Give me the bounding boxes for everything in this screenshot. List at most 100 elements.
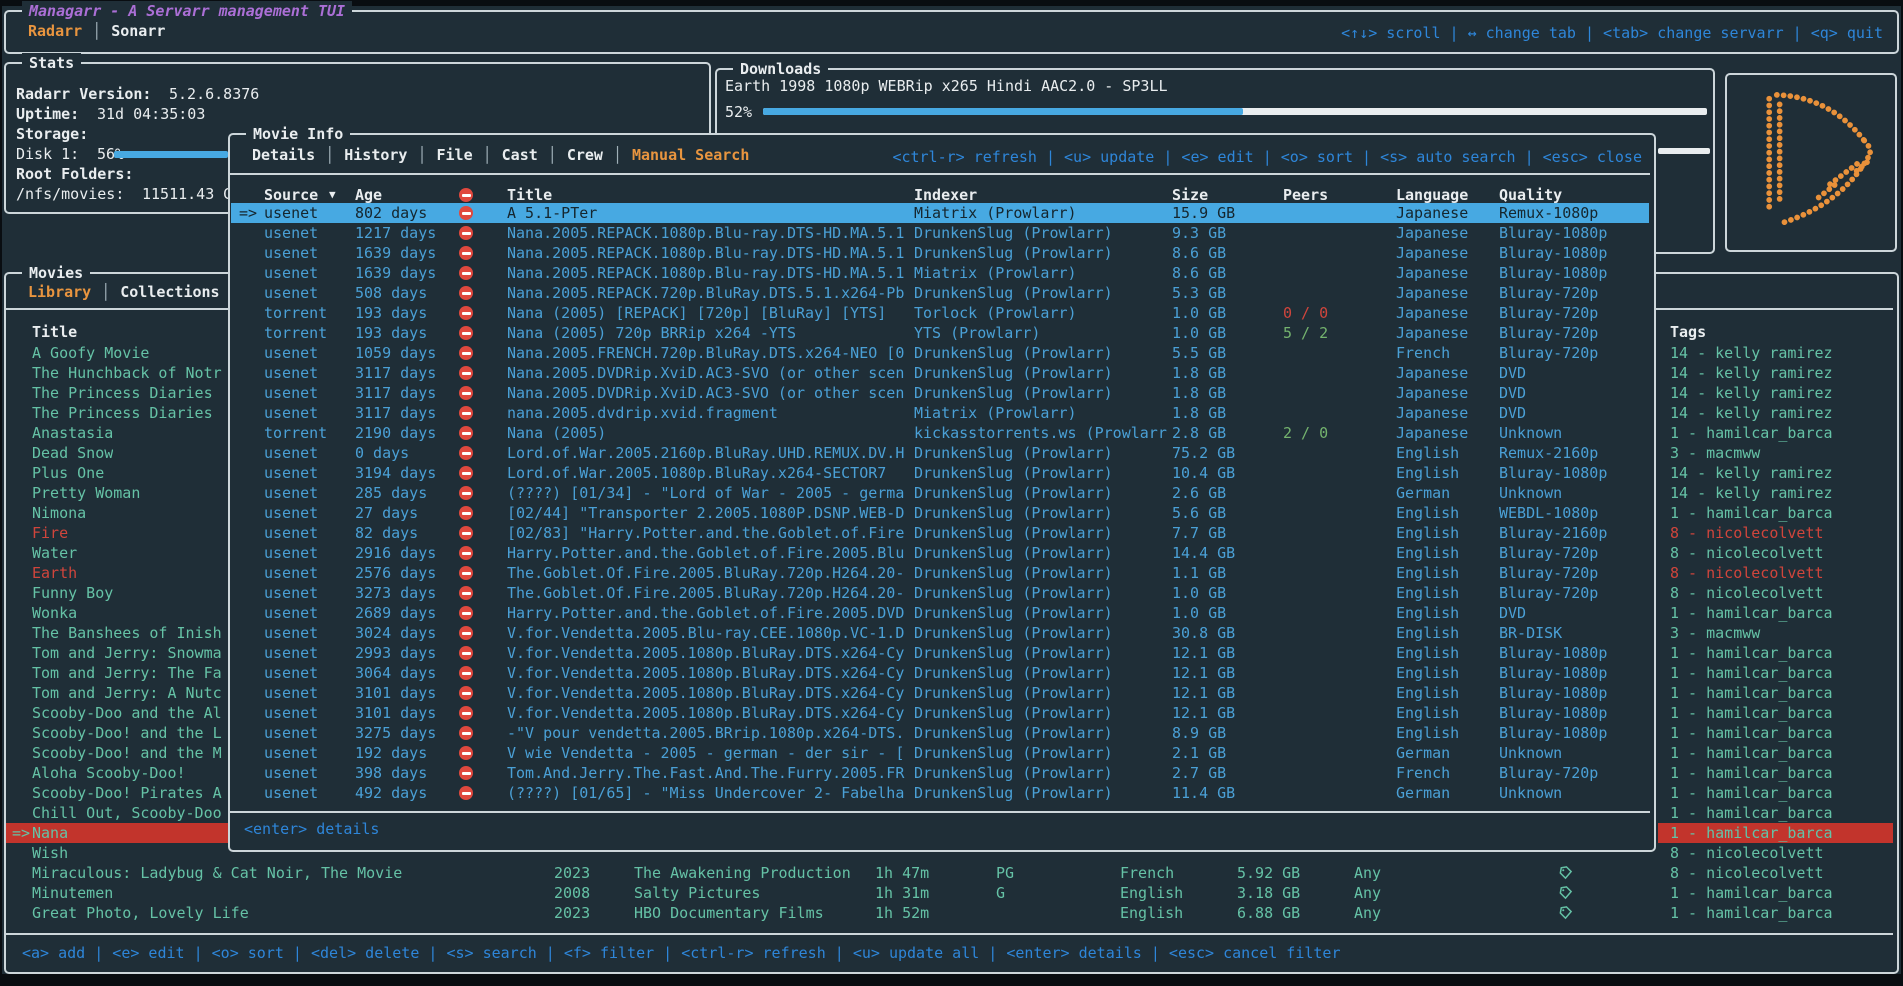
- search-result-row[interactable]: usenet 3024 days V.for.Vendetta.2005.Blu-r…: [231, 623, 1649, 643]
- search-result-row[interactable]: usenet 1217 days Nana.2005.REPACK.1080p.Bl…: [231, 223, 1649, 243]
- search-result-row[interactable]: usenet 3117 days nana.2005.dvdrip.xvid.fra…: [231, 403, 1649, 423]
- movie-title: Dead Snow: [32, 444, 114, 462]
- movie-row[interactable]: Pretty Woman 14 - kelly ramirez: [6, 483, 1893, 503]
- result-title: Nana (2005) 720p BRRip x264 -YTS: [507, 324, 796, 342]
- column-header-peers[interactable]: Peers: [1283, 186, 1329, 204]
- movie-row[interactable]: Great Photo, Lovely Life 2023 HBO Document…: [6, 903, 1893, 923]
- movie-row[interactable]: Water 8 - nicolecolvett: [6, 543, 1893, 563]
- movie-row[interactable]: Scooby-Doo and the Al 1 - hamilcar_barca: [6, 703, 1893, 723]
- search-result-row[interactable]: usenet 492 days (????) [01/65] - "Miss Und…: [231, 783, 1649, 803]
- column-header-size[interactable]: Size: [1172, 186, 1209, 204]
- search-result-row[interactable]: usenet 398 days Tom.And.Jerry.The.Fast.And…: [231, 763, 1649, 783]
- movie-row[interactable]: A Goofy Movie 14 - kelly ramirez: [6, 343, 1893, 363]
- movie-title: The Hunchback of Notr: [32, 364, 222, 382]
- search-result-row[interactable]: usenet 2916 days Harry.Potter.and.the.Gobl…: [231, 543, 1649, 563]
- search-result-row[interactable]: torrent 193 days Nana (2005) [REPACK] [720…: [231, 303, 1649, 323]
- movie-row[interactable]: Earth 8 - nicolecolvett: [6, 563, 1893, 583]
- tab-modal-cast[interactable]: Cast: [501, 146, 538, 164]
- movie-row[interactable]: Dead Snow 3 - macmww: [6, 443, 1893, 463]
- search-result-row[interactable]: usenet 0 days Lord.of.War.2005.2160p.BluRa…: [231, 443, 1649, 463]
- movie-row[interactable]: Tom and Jerry: A Nutc 1 - hamilcar_barca: [6, 683, 1893, 703]
- movie-tag: 1 - hamilcar_barca: [1670, 664, 1833, 682]
- search-result-row[interactable]: => usenet 802 days A 5.1-PTer Miatrix (Prowl…: [231, 203, 1649, 223]
- search-result-row[interactable]: usenet 2689 days Harry.Potter.and.the.Gobl…: [231, 603, 1649, 623]
- movie-row[interactable]: The Banshees of Inish 3 - macmww: [6, 623, 1893, 643]
- search-result-row[interactable]: usenet 285 days (????) [01/34] - "Lord of …: [231, 483, 1649, 503]
- movie-row[interactable]: Tom and Jerry: The Fa 1 - hamilcar_barca: [6, 663, 1893, 683]
- movie-row[interactable]: Tom and Jerry: Snowma 1 - hamilcar_barca: [6, 643, 1893, 663]
- movie-row[interactable]: Miraculous: Ladybug & Cat Noir, The Movi…: [6, 863, 1893, 883]
- rejection-icon: [459, 446, 473, 460]
- movie-row[interactable]: The Princess Diaries 14 - kelly ramirez: [6, 383, 1893, 403]
- movie-row[interactable]: Wish 8 - nicolecolvett: [6, 843, 1893, 863]
- result-indexer: DrunkenSlug (Prowlarr): [914, 704, 1113, 722]
- search-result-row[interactable]: usenet 1639 days Nana.2005.REPACK.1080p.Bl…: [231, 263, 1649, 283]
- movie-row[interactable]: Chill Out, Scooby-Doo 1 - hamilcar_barca: [6, 803, 1893, 823]
- movie-row[interactable]: => Nana 1 - hamilcar_barca: [6, 823, 1893, 843]
- search-result-row[interactable]: usenet 3101 days V.for.Vendetta.2005.1080p…: [231, 683, 1649, 703]
- search-result-row[interactable]: usenet 3064 days V.for.Vendetta.2005.1080p…: [231, 663, 1649, 683]
- tab-modal-manual-search[interactable]: Manual Search: [631, 146, 750, 164]
- tab-modal-details[interactable]: Details: [252, 146, 316, 164]
- movie-row[interactable]: Nimona 1 - hamilcar_barca: [6, 503, 1893, 523]
- movie-row[interactable]: Fire 8 - nicolecolvett: [6, 523, 1893, 543]
- rejection-icon: [459, 746, 473, 760]
- search-result-row[interactable]: torrent 2190 days Nana (2005) kickasstorren…: [231, 423, 1649, 443]
- column-header-language[interactable]: Language: [1396, 186, 1469, 204]
- search-result-row[interactable]: usenet 3273 days The.Goblet.Of.Fire.2005.B…: [231, 583, 1649, 603]
- movie-row[interactable]: Funny Boy 8 - nicolecolvett: [6, 583, 1893, 603]
- column-header-quality[interactable]: Quality: [1499, 186, 1563, 204]
- result-indexer: kickasstorrents.ws (Prowlarr: [914, 424, 1167, 442]
- search-result-row[interactable]: usenet 3101 days V.for.Vendetta.2005.1080p…: [231, 703, 1649, 723]
- movie-row[interactable]: Plus One 14 - kelly ramirez: [6, 463, 1893, 483]
- stats-value: 56%: [97, 145, 125, 163]
- movie-row[interactable]: Minutemen 2008 Salty Pictures 1h 31m G Englis…: [6, 883, 1893, 903]
- movie-row[interactable]: Aloha Scooby-Doo! 1 - hamilcar_barca: [6, 763, 1893, 783]
- tab-modal-file[interactable]: File: [436, 146, 473, 164]
- result-title: Lord.of.War.2005.2160p.BluRay.UHD.REMUX.…: [507, 444, 905, 462]
- movie-info-modal: Movie Info Details │ History │ File │ Cast │ Cre…: [228, 124, 1656, 852]
- movie-row[interactable]: The Hunchback of Notr 14 - kelly ramirez: [6, 363, 1893, 383]
- rejection-icon: [459, 706, 473, 720]
- tab-movies-collections[interactable]: Collections: [120, 283, 220, 301]
- search-result-row[interactable]: usenet 3117 days Nana.2005.DVDRip.XviD.AC3…: [231, 383, 1649, 403]
- result-source: usenet: [264, 624, 319, 642]
- tab-servarr-radarr[interactable]: Radarr: [28, 22, 83, 40]
- movie-row[interactable]: Wonka 1 - hamilcar_barca: [6, 603, 1893, 623]
- rejection-icon: [459, 666, 473, 680]
- column-header-age[interactable]: Age: [355, 186, 383, 204]
- search-result-row[interactable]: usenet 1639 days Nana.2005.REPACK.1080p.Bl…: [231, 243, 1649, 263]
- tab-modal-history[interactable]: History: [344, 146, 408, 164]
- movie-tag: 8 - nicolecolvett: [1670, 584, 1824, 602]
- tab-modal-crew[interactable]: Crew: [566, 146, 603, 164]
- search-result-row[interactable]: usenet 3117 days Nana.2005.DVDRip.XviD.AC3…: [231, 363, 1649, 383]
- movie-title: Pretty Woman: [32, 484, 141, 502]
- search-result-row[interactable]: usenet 82 days [02/83] "Harry.Potter.and.t…: [231, 523, 1649, 543]
- search-result-row[interactable]: torrent 193 days Nana (2005) 720p BRRip x2…: [231, 323, 1649, 343]
- search-result-row[interactable]: usenet 2576 days The.Goblet.Of.Fire.2005.B…: [231, 563, 1649, 583]
- result-title: Nana.2005.REPACK.1080p.Blu-ray.DTS-HD.MA…: [507, 264, 905, 282]
- search-result-row[interactable]: usenet 3275 days -"V pour vendetta.2005.BR…: [231, 723, 1649, 743]
- tab-movies-library[interactable]: Library: [28, 283, 92, 301]
- movie-row[interactable]: The Princess Diaries 14 - kelly ramirez: [6, 403, 1893, 423]
- movie-row[interactable]: Scooby-Doo! and the L 1 - hamilcar_barca: [6, 723, 1893, 743]
- column-header-source[interactable]: Source: [264, 186, 319, 204]
- result-language: Japanese: [1396, 224, 1469, 242]
- result-quality: Bluray-720p: [1499, 324, 1599, 342]
- result-language: German: [1396, 744, 1451, 762]
- movie-row[interactable]: Anastasia 1 - hamilcar_barca: [6, 423, 1893, 443]
- search-result-row[interactable]: usenet 27 days [02/44] "Transporter 2.2005…: [231, 503, 1649, 523]
- search-result-row[interactable]: usenet 1059 days Nana.2005.FRENCH.720p.Blu…: [231, 343, 1649, 363]
- search-result-row[interactable]: usenet 2993 days V.for.Vendetta.2005.1080p…: [231, 643, 1649, 663]
- column-header-indexer[interactable]: Indexer: [914, 186, 978, 204]
- movie-row[interactable]: Scooby-Doo! and the M 1 - hamilcar_barca: [6, 743, 1893, 763]
- search-result-row[interactable]: usenet 192 days V wie Vendetta - 2005 - ge…: [231, 743, 1649, 763]
- movie-tag: 1 - hamilcar_barca: [1670, 424, 1833, 442]
- movie-title: Tom and Jerry: Snowma: [32, 644, 222, 662]
- movie-row[interactable]: Scooby-Doo! Pirates A 1 - hamilcar_barca: [6, 783, 1893, 803]
- tab-servarr-sonarr[interactable]: Sonarr: [111, 22, 166, 40]
- column-header-title[interactable]: Title: [507, 186, 553, 204]
- result-age: 193 days: [355, 304, 428, 322]
- search-result-row[interactable]: usenet 3194 days Lord.of.War.2005.1080p.Bl…: [231, 463, 1649, 483]
- search-result-row[interactable]: usenet 508 days Nana.2005.REPACK.720p.BluR…: [231, 283, 1649, 303]
